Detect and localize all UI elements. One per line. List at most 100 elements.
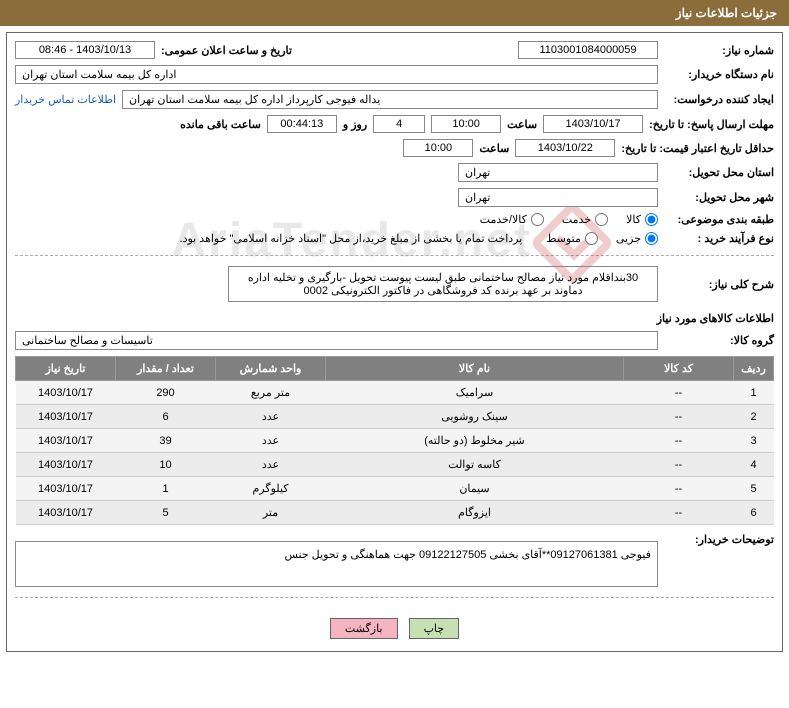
th-code: کد کالا xyxy=(624,357,734,381)
subject-class-radios: کالا خدمت کالا/خدمت xyxy=(480,213,658,226)
table-cell: متر مربع xyxy=(216,381,326,405)
table-row: 3--شیر مخلوط (دو حالته)عدد391403/10/17 xyxy=(16,429,774,453)
table-cell: 290 xyxy=(116,381,216,405)
separator-2 xyxy=(15,597,774,598)
city-label: شهر محل تحویل: xyxy=(664,191,774,204)
buyer-notes-label: توضیحات خریدار: xyxy=(664,533,774,546)
days-remaining: 4 xyxy=(373,115,425,133)
radio-medium-input[interactable] xyxy=(585,232,598,245)
table-cell: شیر مخلوط (دو حالته) xyxy=(326,429,624,453)
table-cell: -- xyxy=(624,429,734,453)
table-cell: -- xyxy=(624,477,734,501)
deadline-date: 1403/10/17 xyxy=(543,115,643,133)
table-cell: -- xyxy=(624,501,734,525)
process-label: نوع فرآیند خرید : xyxy=(664,232,774,245)
table-cell: ایزوگام xyxy=(326,501,624,525)
requester-label: ایجاد کننده درخواست: xyxy=(664,93,774,106)
table-cell: کاسه توالت xyxy=(326,453,624,477)
province-value: تهران xyxy=(458,163,658,182)
radio-goods-input[interactable] xyxy=(645,213,658,226)
table-cell: سیمان xyxy=(326,477,624,501)
need-no-label: شماره نیاز: xyxy=(664,44,774,57)
th-qty: تعداد / مقدار xyxy=(116,357,216,381)
table-cell: 5 xyxy=(116,501,216,525)
validity-hour: 10:00 xyxy=(403,139,473,157)
table-cell: سرامیک xyxy=(326,381,624,405)
process-radios: جزیی متوسط xyxy=(546,232,658,245)
table-cell: 1 xyxy=(734,381,774,405)
table-cell: 6 xyxy=(734,501,774,525)
validity-label: حداقل تاریخ اعتبار قیمت: تا تاریخ: xyxy=(621,142,774,155)
table-row: 5--سیمانکیلوگرم11403/10/17 xyxy=(16,477,774,501)
th-date: تاریخ نیاز xyxy=(16,357,116,381)
main-container: AriaTender.net شماره نیاز: 1103001084000… xyxy=(6,32,783,652)
radio-goods-service[interactable]: کالا/خدمت xyxy=(480,213,544,226)
summary-text: 30بنداقلام مورد نیاز مصالح ساختمانی طبق … xyxy=(228,266,658,302)
table-row: 6--ایزوگاممتر51403/10/17 xyxy=(16,501,774,525)
city-value: تهران xyxy=(458,188,658,207)
table-cell: 1403/10/17 xyxy=(16,381,116,405)
table-cell: عدد xyxy=(216,429,326,453)
group-label: گروه کالا: xyxy=(664,334,774,347)
buyer-org-label: نام دستگاه خریدار: xyxy=(664,68,774,81)
table-row: 4--کاسه توالتعدد101403/10/17 xyxy=(16,453,774,477)
hour-label-1: ساعت xyxy=(507,118,537,131)
requester-value: یداله فیوجی کارپرداز اداره کل بیمه سلامت… xyxy=(122,90,658,109)
radio-goods-service-input[interactable] xyxy=(531,213,544,226)
th-row: ردیف xyxy=(734,357,774,381)
print-button[interactable]: چاپ xyxy=(409,618,460,639)
table-cell: سینک روشویی xyxy=(326,405,624,429)
table-cell: 10 xyxy=(116,453,216,477)
need-no-value: 1103001084000059 xyxy=(518,41,658,59)
radio-minor[interactable]: جزیی xyxy=(616,232,658,245)
th-unit: واحد شمارش xyxy=(216,357,326,381)
items-section-title: اطلاعات کالاهای مورد نیاز xyxy=(15,312,774,325)
deadline-hour: 10:00 xyxy=(431,115,501,133)
table-cell: کیلوگرم xyxy=(216,477,326,501)
radio-service-input[interactable] xyxy=(595,213,608,226)
table-cell: 1403/10/17 xyxy=(16,501,116,525)
table-cell: 1403/10/17 xyxy=(16,477,116,501)
table-cell: 1 xyxy=(116,477,216,501)
page-header: جزئیات اطلاعات نیاز xyxy=(0,0,789,26)
table-cell: 1403/10/17 xyxy=(16,429,116,453)
table-cell: 4 xyxy=(734,453,774,477)
table-cell: عدد xyxy=(216,405,326,429)
page-title: جزئیات اطلاعات نیاز xyxy=(676,6,777,20)
table-cell: 5 xyxy=(734,477,774,501)
deadline-label: مهلت ارسال پاسخ: تا تاریخ: xyxy=(649,118,774,131)
items-table: ردیف کد کالا نام کالا واحد شمارش تعداد /… xyxy=(15,356,774,525)
summary-label: شرح کلی نیاز: xyxy=(664,278,774,291)
buyer-notes-text: فیوجی 09127061381**آقای بخشی 09122127505… xyxy=(15,541,658,587)
validity-date: 1403/10/22 xyxy=(515,139,615,157)
table-cell: -- xyxy=(624,453,734,477)
remaining-suffix: ساعت باقی مانده xyxy=(180,118,261,131)
buyer-contact-link[interactable]: اطلاعات تماس خریدار xyxy=(15,93,116,106)
separator-1 xyxy=(15,255,774,256)
table-cell: 1403/10/17 xyxy=(16,405,116,429)
back-button[interactable]: بازگشت xyxy=(330,618,398,639)
process-note: پرداخت تمام یا بخشی از مبلغ خرید،از محل … xyxy=(180,232,523,245)
subject-class-label: طبقه بندی موضوعی: xyxy=(664,213,774,226)
radio-medium[interactable]: متوسط xyxy=(546,232,598,245)
announce-value: 1403/10/13 - 08:46 xyxy=(15,41,155,59)
table-cell: 39 xyxy=(116,429,216,453)
radio-service[interactable]: خدمت xyxy=(562,213,608,226)
table-row: 2--سینک روشوییعدد61403/10/17 xyxy=(16,405,774,429)
table-cell: متر xyxy=(216,501,326,525)
announce-label: تاریخ و ساعت اعلان عمومی: xyxy=(161,44,292,57)
days-and-label: روز و xyxy=(343,118,367,131)
table-cell: -- xyxy=(624,405,734,429)
action-bar: چاپ بازگشت xyxy=(15,608,774,643)
table-cell: 6 xyxy=(116,405,216,429)
radio-goods[interactable]: کالا xyxy=(626,213,658,226)
group-value: تاسیسات و مصالح ساختمانی xyxy=(15,331,658,350)
province-label: استان محل تحویل: xyxy=(664,166,774,179)
hour-label-2: ساعت xyxy=(479,142,509,155)
table-header-row: ردیف کد کالا نام کالا واحد شمارش تعداد /… xyxy=(16,357,774,381)
table-row: 1--سرامیکمتر مربع2901403/10/17 xyxy=(16,381,774,405)
buyer-org-value: اداره کل بیمه سلامت استان تهران xyxy=(15,65,658,84)
th-name: نام کالا xyxy=(326,357,624,381)
radio-minor-input[interactable] xyxy=(645,232,658,245)
table-cell: 2 xyxy=(734,405,774,429)
